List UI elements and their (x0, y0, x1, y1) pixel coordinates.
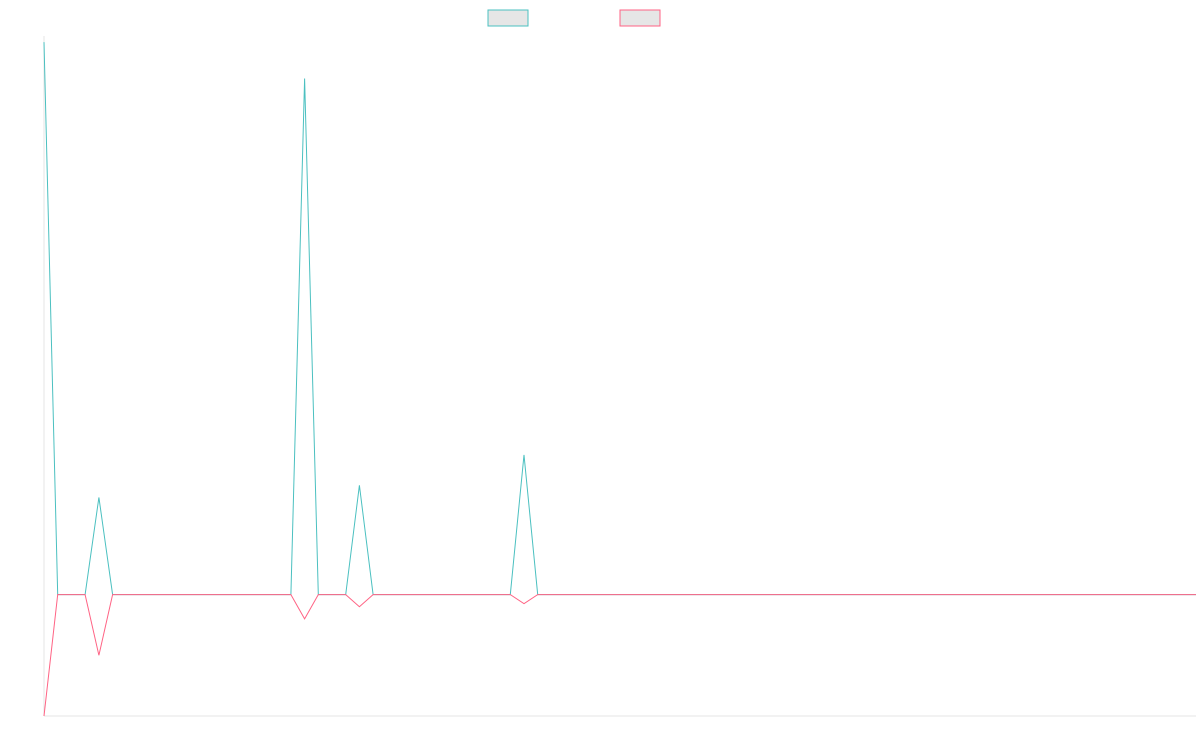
series-line-1 (43, 42, 1196, 596)
legend-swatch-1[interactable] (487, 9, 529, 27)
series-line-2 (43, 594, 1196, 717)
legend (487, 9, 661, 27)
series-layer (43, 42, 1196, 717)
axes (43, 36, 1196, 717)
legend-swatch-2[interactable] (619, 9, 661, 27)
